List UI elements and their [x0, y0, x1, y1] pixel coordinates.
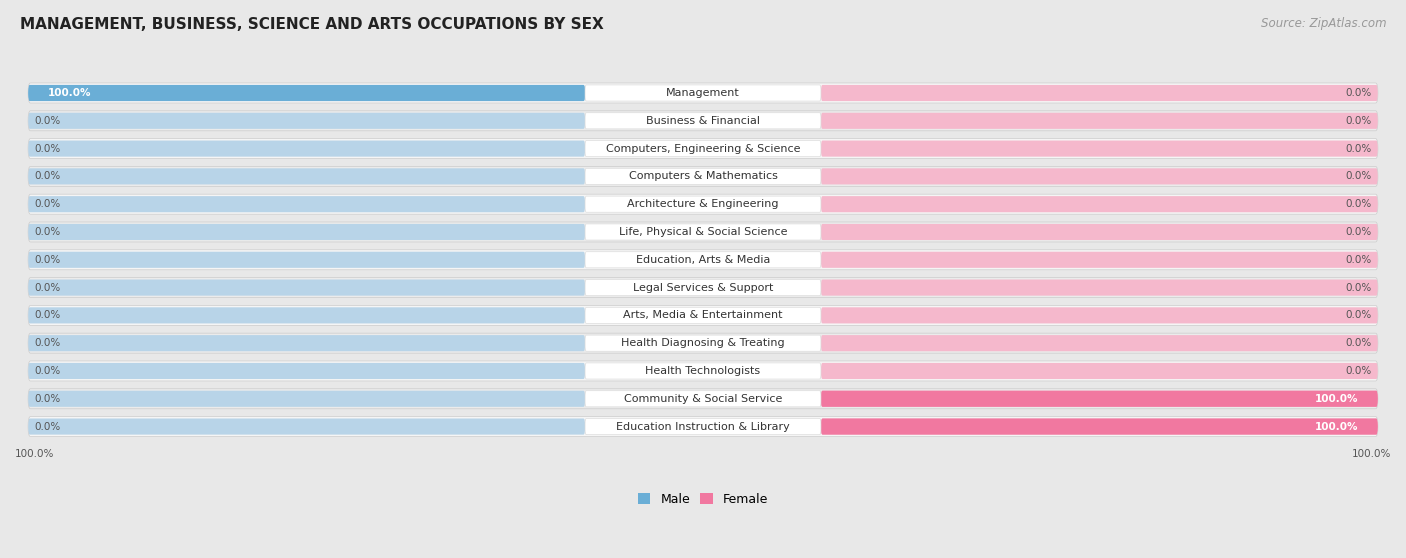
Text: 0.0%: 0.0% — [35, 199, 60, 209]
Text: Life, Physical & Social Science: Life, Physical & Social Science — [619, 227, 787, 237]
FancyBboxPatch shape — [28, 418, 585, 435]
Text: Architecture & Engineering: Architecture & Engineering — [627, 199, 779, 209]
Text: Arts, Media & Entertainment: Arts, Media & Entertainment — [623, 310, 783, 320]
FancyBboxPatch shape — [28, 389, 1378, 409]
FancyBboxPatch shape — [585, 418, 821, 435]
FancyBboxPatch shape — [585, 391, 821, 407]
Text: 0.0%: 0.0% — [1346, 143, 1371, 153]
FancyBboxPatch shape — [28, 305, 1378, 325]
FancyBboxPatch shape — [585, 224, 821, 240]
Text: MANAGEMENT, BUSINESS, SCIENCE AND ARTS OCCUPATIONS BY SEX: MANAGEMENT, BUSINESS, SCIENCE AND ARTS O… — [20, 17, 603, 32]
FancyBboxPatch shape — [585, 169, 821, 185]
Text: 0.0%: 0.0% — [1346, 88, 1371, 98]
Text: 0.0%: 0.0% — [35, 116, 60, 126]
FancyBboxPatch shape — [821, 85, 1378, 101]
FancyBboxPatch shape — [585, 307, 821, 324]
Text: 0.0%: 0.0% — [1346, 227, 1371, 237]
FancyBboxPatch shape — [28, 138, 1378, 158]
Text: 0.0%: 0.0% — [1346, 366, 1371, 376]
Text: Business & Financial: Business & Financial — [645, 116, 761, 126]
Text: 0.0%: 0.0% — [35, 255, 60, 265]
FancyBboxPatch shape — [821, 418, 1378, 435]
FancyBboxPatch shape — [585, 113, 821, 129]
FancyBboxPatch shape — [585, 141, 821, 157]
FancyBboxPatch shape — [28, 196, 585, 212]
FancyBboxPatch shape — [821, 196, 1378, 212]
FancyBboxPatch shape — [585, 196, 821, 212]
FancyBboxPatch shape — [28, 391, 585, 407]
Text: 0.0%: 0.0% — [1346, 116, 1371, 126]
Text: 0.0%: 0.0% — [35, 366, 60, 376]
FancyBboxPatch shape — [28, 85, 585, 101]
FancyBboxPatch shape — [821, 335, 1378, 351]
FancyBboxPatch shape — [28, 277, 1378, 297]
FancyBboxPatch shape — [28, 85, 585, 101]
Text: Legal Services & Support: Legal Services & Support — [633, 282, 773, 292]
FancyBboxPatch shape — [821, 169, 1378, 185]
FancyBboxPatch shape — [28, 250, 1378, 270]
FancyBboxPatch shape — [585, 335, 821, 351]
FancyBboxPatch shape — [821, 391, 1378, 407]
FancyBboxPatch shape — [585, 363, 821, 379]
FancyBboxPatch shape — [28, 83, 1378, 103]
FancyBboxPatch shape — [821, 141, 1378, 157]
Text: Source: ZipAtlas.com: Source: ZipAtlas.com — [1261, 17, 1386, 30]
Text: 0.0%: 0.0% — [35, 227, 60, 237]
FancyBboxPatch shape — [585, 85, 821, 101]
FancyBboxPatch shape — [28, 169, 585, 185]
FancyBboxPatch shape — [821, 418, 1378, 435]
FancyBboxPatch shape — [28, 166, 1378, 186]
Text: Management: Management — [666, 88, 740, 98]
FancyBboxPatch shape — [821, 224, 1378, 240]
Text: 100.0%: 100.0% — [1315, 421, 1358, 431]
Text: 0.0%: 0.0% — [35, 394, 60, 404]
Text: 0.0%: 0.0% — [35, 282, 60, 292]
FancyBboxPatch shape — [821, 280, 1378, 296]
FancyBboxPatch shape — [28, 333, 1378, 353]
FancyBboxPatch shape — [28, 280, 585, 296]
FancyBboxPatch shape — [821, 307, 1378, 324]
Text: Health Technologists: Health Technologists — [645, 366, 761, 376]
Text: Computers, Engineering & Science: Computers, Engineering & Science — [606, 143, 800, 153]
Text: 0.0%: 0.0% — [1346, 338, 1371, 348]
FancyBboxPatch shape — [821, 113, 1378, 129]
FancyBboxPatch shape — [28, 361, 1378, 381]
Text: Health Diagnosing & Treating: Health Diagnosing & Treating — [621, 338, 785, 348]
Legend: Male, Female: Male, Female — [638, 493, 768, 506]
Text: Community & Social Service: Community & Social Service — [624, 394, 782, 404]
Text: 0.0%: 0.0% — [35, 171, 60, 181]
Text: 0.0%: 0.0% — [35, 143, 60, 153]
Text: Education Instruction & Library: Education Instruction & Library — [616, 421, 790, 431]
Text: 0.0%: 0.0% — [1346, 310, 1371, 320]
Text: 0.0%: 0.0% — [1346, 255, 1371, 265]
FancyBboxPatch shape — [28, 141, 585, 157]
Text: Education, Arts & Media: Education, Arts & Media — [636, 255, 770, 265]
Text: 0.0%: 0.0% — [1346, 282, 1371, 292]
FancyBboxPatch shape — [28, 111, 1378, 131]
FancyBboxPatch shape — [585, 280, 821, 296]
Text: 100.0%: 100.0% — [1315, 394, 1358, 404]
FancyBboxPatch shape — [28, 335, 585, 351]
Text: Computers & Mathematics: Computers & Mathematics — [628, 171, 778, 181]
FancyBboxPatch shape — [28, 224, 585, 240]
Text: 100.0%: 100.0% — [48, 88, 91, 98]
Text: 0.0%: 0.0% — [1346, 199, 1371, 209]
Text: 100.0%: 100.0% — [15, 449, 55, 459]
Text: 100.0%: 100.0% — [1351, 449, 1391, 459]
Text: 0.0%: 0.0% — [35, 310, 60, 320]
Text: 0.0%: 0.0% — [35, 338, 60, 348]
FancyBboxPatch shape — [821, 391, 1378, 407]
FancyBboxPatch shape — [28, 194, 1378, 214]
FancyBboxPatch shape — [28, 113, 585, 129]
FancyBboxPatch shape — [585, 252, 821, 268]
FancyBboxPatch shape — [821, 363, 1378, 379]
FancyBboxPatch shape — [821, 252, 1378, 268]
FancyBboxPatch shape — [28, 222, 1378, 242]
FancyBboxPatch shape — [28, 252, 585, 268]
FancyBboxPatch shape — [28, 417, 1378, 436]
FancyBboxPatch shape — [28, 307, 585, 324]
Text: 0.0%: 0.0% — [35, 421, 60, 431]
FancyBboxPatch shape — [28, 363, 585, 379]
Text: 0.0%: 0.0% — [1346, 171, 1371, 181]
